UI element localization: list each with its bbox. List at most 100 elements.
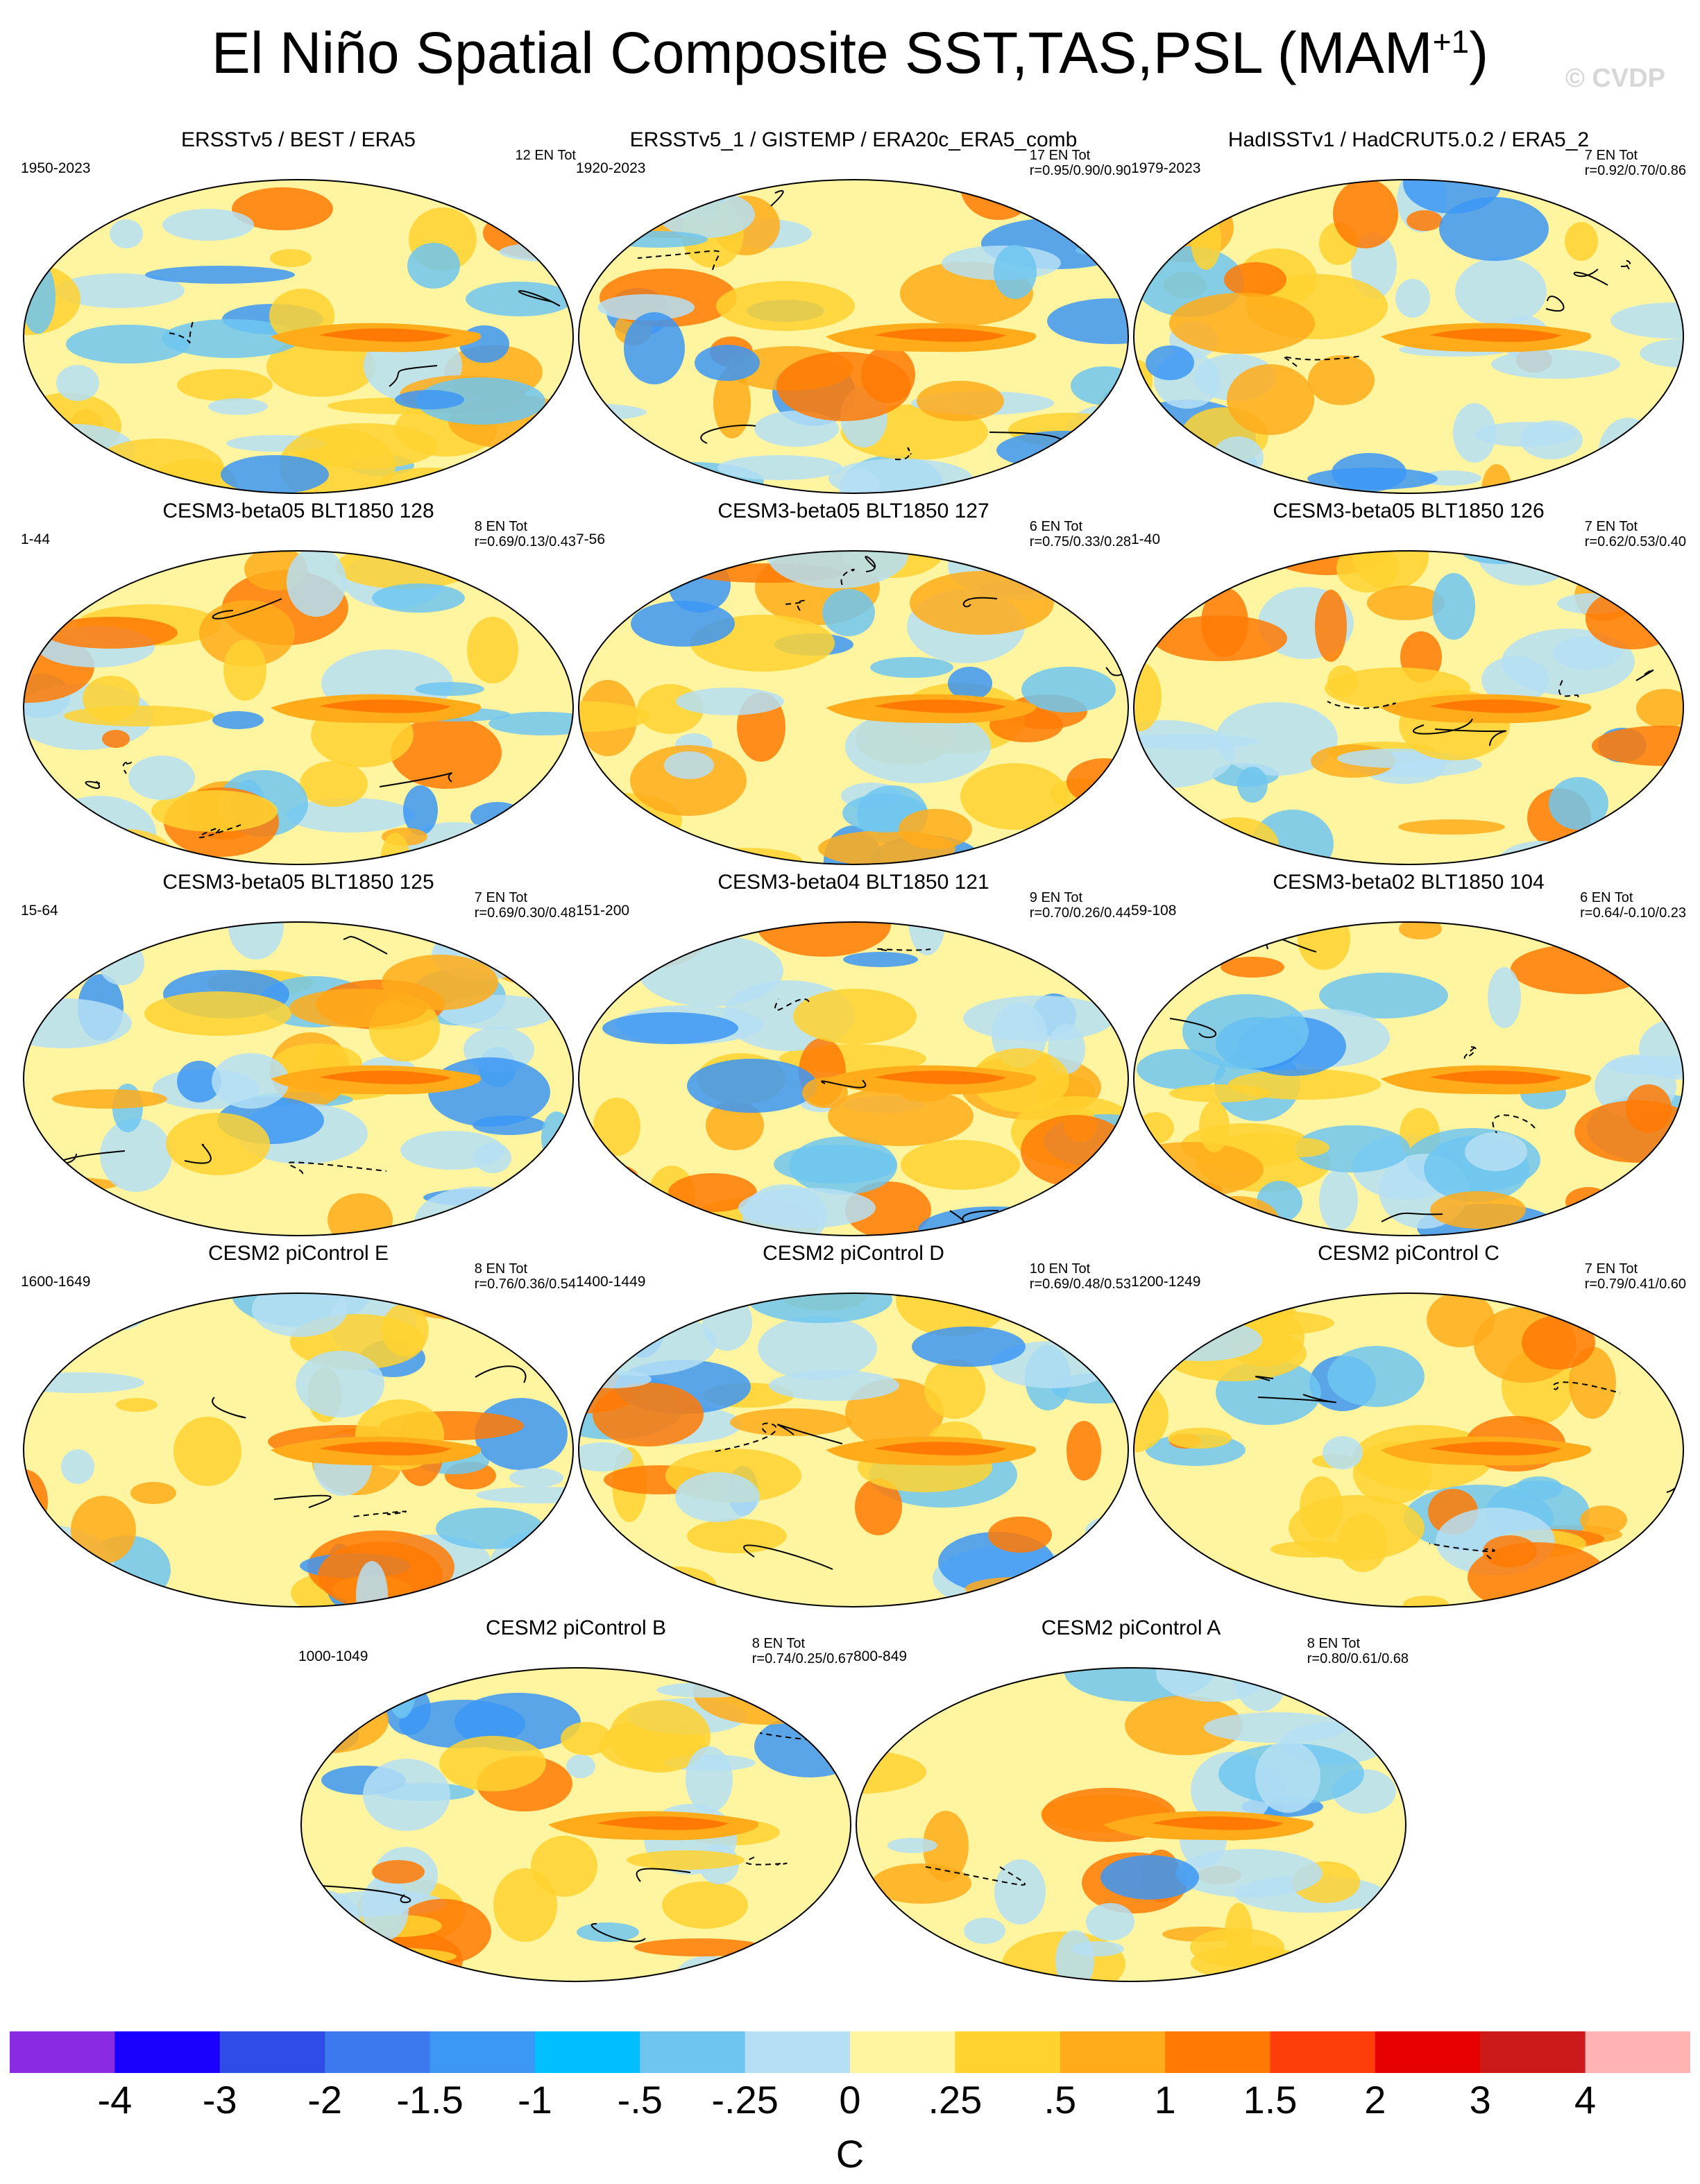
pattern-correlation: r=0.69/0.30/0.48	[474, 905, 576, 921]
panel-title: CESM2 piControl C	[1318, 1242, 1499, 1265]
global-map	[578, 179, 1129, 494]
panel-years: 1200-1249	[1131, 1274, 1201, 1290]
event-count-label: 7 EN Tot	[1584, 1261, 1638, 1277]
event-count-label: 7 EN Tot	[474, 890, 528, 905]
colorbar-swatch	[745, 2031, 851, 2073]
pattern-correlation: r=0.69/0.13/0.43	[474, 534, 576, 549]
map-panel: CESM3-beta05 BLT1850 128 1-44 8 EN Tot r=0.…	[21, 500, 576, 867]
colorbar-tick-label: -3	[202, 2078, 237, 2122]
global-map	[578, 1293, 1129, 1607]
map-panel: CESM2 piControl B 1000-1049 8 EN Tot r=0.74…	[298, 1616, 853, 1984]
event-count-label: 8 EN Tot	[474, 519, 528, 534]
panel-event-count: 6 EN Tot r=0.64/-0.10/0.23	[1580, 890, 1686, 921]
colorbar-tick-label: 0	[839, 2078, 861, 2122]
colorbar	[10, 2031, 1690, 2073]
map-panel: CESM2 piControl D 1400-1449 10 EN Tot r=0.6…	[576, 1242, 1131, 1610]
colorbar-units: C	[835, 2132, 865, 2176]
colorbar-swatch	[114, 2031, 221, 2073]
panel-years: 1600-1649	[21, 1274, 91, 1290]
panel-event-count: 7 EN Tot r=0.92/0.70/0.86	[1585, 148, 1686, 178]
colorbar-swatch	[1480, 2031, 1586, 2073]
event-count-label: 17 EN Tot	[1029, 148, 1091, 163]
panel-years: 1400-1449	[576, 1274, 646, 1290]
global-map	[1133, 550, 1684, 865]
global-map	[1133, 1293, 1684, 1607]
colorbar-swatch	[1270, 2031, 1376, 2073]
colorbar-swatch	[1585, 2031, 1690, 2073]
global-map	[23, 550, 574, 865]
global-map	[23, 921, 574, 1236]
colorbar-swatch	[1375, 2031, 1481, 2073]
panel-title: CESM2 piControl D	[763, 1242, 944, 1265]
colorbar-swatch	[1165, 2031, 1271, 2073]
panel-title: CESM3-beta04 BLT1850 121	[717, 871, 989, 894]
global-map	[23, 1293, 574, 1607]
panel-title: CESM2 piControl E	[207, 1242, 389, 1265]
pattern-correlation: r=0.69/0.48/0.53	[1029, 1277, 1131, 1292]
panel-years: 1-44	[21, 531, 51, 547]
panel-title: CESM3-beta05 BLT1850 127	[717, 500, 989, 522]
panel-event-count: 6 EN Tot r=0.75/0.33/0.28	[1030, 519, 1131, 549]
colorbar-tick-label: -1.5	[396, 2078, 464, 2122]
panel-event-count: 8 EN Tot r=0.80/0.61/0.68	[1307, 1636, 1409, 1666]
colorbar-tick-label: .25	[928, 2078, 983, 2122]
pattern-correlation: r=0.62/0.53/0.40	[1584, 534, 1686, 549]
panel-event-count: 8 EN Tot r=0.69/0.13/0.43	[475, 519, 576, 549]
panel-title: CESM2 piControl A	[1041, 1616, 1221, 1639]
colorbar-swatch	[534, 2031, 640, 2073]
panel-event-count: 7 EN Tot r=0.62/0.53/0.40	[1585, 519, 1686, 549]
map-panel: CESM2 piControl C 1200-1249 7 EN Tot r=0.79…	[1131, 1242, 1686, 1610]
global-map	[23, 179, 574, 494]
panel-years: 800-849	[853, 1648, 908, 1664]
map-panel: ERSSTv5 / BEST / ERA5 1950-2023 12 EN Tot	[21, 128, 576, 496]
map-panel: CESM3-beta05 BLT1850 127 7-56 6 EN Tot r=0.…	[576, 500, 1131, 867]
global-map	[578, 550, 1129, 865]
panel-years: 1-40	[1131, 531, 1161, 547]
event-count-label: 8 EN Tot	[1307, 1636, 1361, 1651]
panel-title: CESM3-beta05 BLT1850 126	[1273, 500, 1545, 522]
global-map	[856, 1667, 1406, 1982]
event-count-label: 12 EN Tot	[515, 148, 576, 163]
panel-event-count: 8 EN Tot r=0.74/0.25/0.67	[752, 1636, 853, 1666]
map-panel: CESM2 piControl E 1600-1649 8 EN Tot r=0.76…	[21, 1242, 576, 1610]
panel-event-count: 7 EN Tot r=0.69/0.30/0.48	[475, 890, 576, 921]
map-panel: ERSSTv5_1 / GISTEMP / ERA20c_ERA5_comb 19…	[576, 128, 1131, 496]
colorbar-tick-label: -.5	[617, 2078, 663, 2122]
colorbar-tick-label: 4	[1574, 2078, 1597, 2122]
cvdp-watermark: © CVDP	[1565, 64, 1665, 93]
panel-years: 1000-1049	[298, 1648, 368, 1664]
colorbar-swatch	[1060, 2031, 1166, 2073]
colorbar-tick-label: -.25	[711, 2078, 779, 2122]
event-count-label: 8 EN Tot	[474, 1261, 528, 1277]
global-map	[1133, 179, 1684, 494]
event-count-label: 6 EN Tot	[1580, 890, 1633, 905]
panel-years: 7-56	[576, 531, 606, 547]
pattern-correlation: r=0.79/0.41/0.60	[1584, 1277, 1686, 1292]
global-map	[1133, 921, 1684, 1236]
pattern-correlation: r=0.70/0.26/0.44	[1029, 905, 1131, 921]
pattern-correlation: r=0.80/0.61/0.68	[1307, 1651, 1409, 1666]
map-panel: CESM2 piControl A 800-849 8 EN Tot r=0.80/0…	[853, 1616, 1409, 1984]
panel-years: 15-64	[21, 903, 58, 919]
event-count-label: 10 EN Tot	[1029, 1261, 1091, 1277]
map-panel: CESM3-beta02 BLT1850 104 59-108 6 EN Tot r=…	[1131, 871, 1686, 1238]
colorbar-swatch	[219, 2031, 325, 2073]
panel-title: ERSSTv5 / BEST / ERA5	[181, 128, 416, 151]
colorbar-tick-label: 1	[1154, 2078, 1176, 2122]
panel-title: CESM2 piControl B	[485, 1616, 667, 1639]
event-count-label: 7 EN Tot	[1584, 519, 1638, 534]
map-panel: CESM3-beta05 BLT1850 125 15-64 7 EN Tot r=0…	[21, 871, 576, 1238]
colorbar-swatch	[325, 2031, 431, 2073]
map-panel: CESM3-beta05 BLT1850 126 1-40 7 EN Tot r=0.…	[1131, 500, 1686, 867]
global-map	[300, 1667, 851, 1982]
panel-title: CESM3-beta05 BLT1850 125	[162, 871, 434, 894]
panel-event-count: 17 EN Tot r=0.95/0.90/0.90	[1030, 148, 1131, 178]
colorbar-swatch	[640, 2031, 746, 2073]
colorbar-tick-label: -2	[307, 2078, 343, 2122]
panel-years: 1920-2023	[576, 160, 646, 176]
panel-event-count: 9 EN Tot r=0.70/0.26/0.44	[1030, 890, 1131, 921]
colorbar-swatch	[430, 2031, 536, 2073]
panel-years: 151-200	[576, 903, 630, 919]
event-count-label: 9 EN Tot	[1029, 890, 1083, 905]
panel-event-count: 10 EN Tot r=0.69/0.48/0.53	[1030, 1261, 1131, 1292]
